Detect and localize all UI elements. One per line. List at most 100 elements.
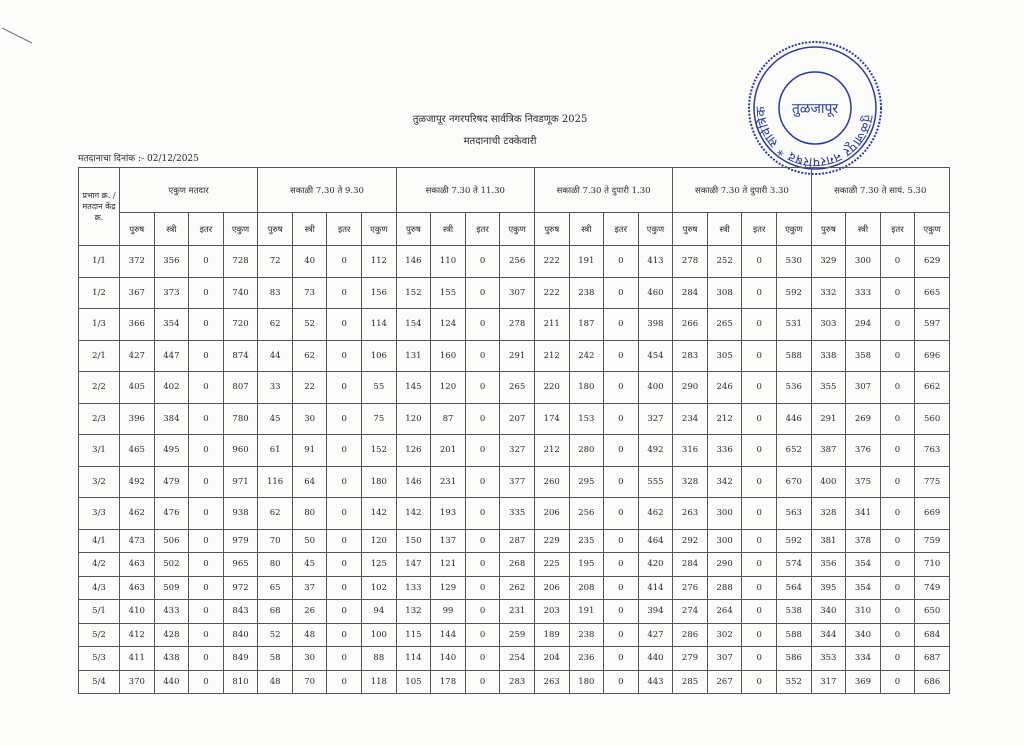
cell-value: 303	[810, 308, 847, 341]
cell-value: 492	[119, 465, 155, 498]
cell-value: 0	[188, 528, 224, 553]
cell-value: 212	[533, 339, 570, 372]
cell-value: 307	[845, 371, 881, 404]
cell-value: 302	[706, 622, 743, 647]
cell-value: 0	[188, 497, 224, 530]
cell-value: 473	[119, 528, 155, 553]
cell-value: 728	[222, 245, 259, 278]
cell-value: 160	[430, 339, 466, 372]
cell-value: 387	[810, 434, 847, 467]
cell-value: 195	[568, 552, 605, 577]
cell-value: 356	[810, 552, 847, 577]
polling-date: मतदानाचा दिनांक :- 02/12/2025	[78, 154, 199, 164]
cell-value: 235	[568, 528, 605, 553]
cell-value: 50	[291, 528, 328, 553]
cell-value: 142	[361, 497, 397, 530]
cell-value: 180	[361, 465, 397, 498]
cell-value: 62	[257, 308, 293, 341]
cell-value: 58	[257, 646, 293, 671]
cell-value: 874	[222, 339, 259, 372]
booth-id: 1/3	[78, 308, 120, 341]
cell-value: 433	[153, 599, 190, 624]
cell-value: 464	[637, 528, 674, 553]
cell-value: 775	[914, 465, 950, 498]
cell-value: 0	[603, 646, 639, 671]
cell-value: 207	[499, 402, 535, 435]
cell-value: 288	[706, 575, 743, 600]
cell-value: 0	[464, 622, 501, 647]
cell-value: 0	[741, 434, 777, 467]
cell-value: 531	[775, 308, 812, 341]
cell-value: 290	[672, 371, 708, 404]
cell-value: 0	[741, 552, 777, 577]
cell-value: 0	[879, 308, 916, 341]
cell-value: 0	[464, 339, 501, 372]
cell-value: 0	[603, 308, 639, 341]
document-subtitle: मतदानाची टक्केवारी	[463, 136, 537, 147]
cell-value: 979	[222, 528, 259, 553]
cell-value: 285	[672, 669, 708, 694]
cell-value: 509	[153, 575, 190, 600]
cell-value: 552	[775, 669, 812, 694]
cell-value: 65	[257, 575, 293, 600]
cell-value: 0	[326, 308, 363, 341]
cell-value: 131	[395, 339, 432, 372]
cell-value: 295	[568, 465, 605, 498]
cell-value: 0	[188, 371, 224, 404]
table-row: 3/3 462 476 0 938 62 80 0 142 142 193 0 335 206 256 0 46…	[78, 497, 950, 530]
cell-value: 307	[499, 276, 535, 309]
sub-header: पुरुष	[672, 212, 708, 246]
sub-header: एकुण	[914, 212, 950, 246]
cell-value: 972	[222, 575, 259, 600]
cell-value: 354	[845, 575, 881, 600]
cell-value: 70	[291, 669, 328, 694]
cell-value: 94	[361, 599, 397, 624]
cell-value: 462	[637, 497, 674, 530]
cell-value: 0	[741, 308, 777, 341]
cell-value: 0	[188, 575, 224, 600]
table-row: 1/2 367 373 0 740 83 73 0 156 152 155 0 307 222 238 0 46…	[78, 276, 950, 309]
sub-header: पुरुष	[119, 212, 155, 246]
booth-id: 4/1	[78, 528, 120, 553]
cell-value: 447	[153, 339, 190, 372]
cell-value: 662	[914, 371, 950, 404]
cell-value: 335	[499, 497, 535, 530]
sub-header: इतर	[188, 212, 224, 246]
cell-value: 378	[845, 528, 881, 553]
sub-header: एकुण	[637, 212, 674, 246]
cell-value: 370	[119, 669, 155, 694]
cell-value: 252	[706, 245, 743, 278]
cell-value: 0	[188, 245, 224, 278]
cell-value: 83	[257, 276, 293, 309]
cell-value: 310	[845, 599, 881, 624]
table-row: 3/2 492 479 0 971 116 64 0 180 146 231 0 377 260 295 0 5…	[78, 465, 950, 498]
table-row: 2/1 427 447 0 874 44 62 0 106 131 160 0 291 212 242 0 45…	[78, 339, 950, 372]
group-header: सकाळी 7.30 ते सायं. 5.30	[810, 167, 951, 213]
cell-value: 0	[741, 575, 777, 600]
booth-id: 5/1	[78, 599, 120, 624]
cell-value: 62	[291, 339, 328, 372]
booth-id: 5/4	[78, 669, 120, 694]
table-row: 1/1 372 356 0 728 72 40 0 112 146 110 0 256 222 191 0 41…	[78, 245, 950, 278]
cell-value: 0	[464, 245, 501, 278]
cell-value: 0	[603, 552, 639, 577]
cell-value: 146	[395, 465, 432, 498]
table-row: 1/3 366 354 0 720 62 52 0 114 154 124 0 278 211 187 0 39…	[78, 308, 950, 341]
turnout-table: प्रभाग क्र. / मतदान केंद्र क्र. एकुण मतद…	[78, 167, 951, 694]
cell-value: 405	[119, 371, 155, 404]
cell-value: 0	[188, 465, 224, 498]
svg-text:तुळजापूर: तुळजापूर	[792, 101, 839, 117]
cell-value: 106	[361, 339, 397, 372]
cell-value: 506	[153, 528, 190, 553]
table-row: 5/2 412 428 0 840 52 48 0 100 115 144 0 259 189 238 0 42…	[78, 622, 950, 647]
cell-value: 55	[361, 371, 397, 404]
cell-value: 438	[153, 646, 190, 671]
cell-value: 0	[326, 646, 363, 671]
cell-value: 538	[775, 599, 812, 624]
cell-value: 376	[845, 434, 881, 467]
cell-value: 340	[810, 599, 847, 624]
cell-value: 344	[810, 622, 847, 647]
cell-value: 563	[775, 497, 812, 530]
cell-value: 263	[672, 497, 708, 530]
cell-value: 116	[257, 465, 293, 498]
